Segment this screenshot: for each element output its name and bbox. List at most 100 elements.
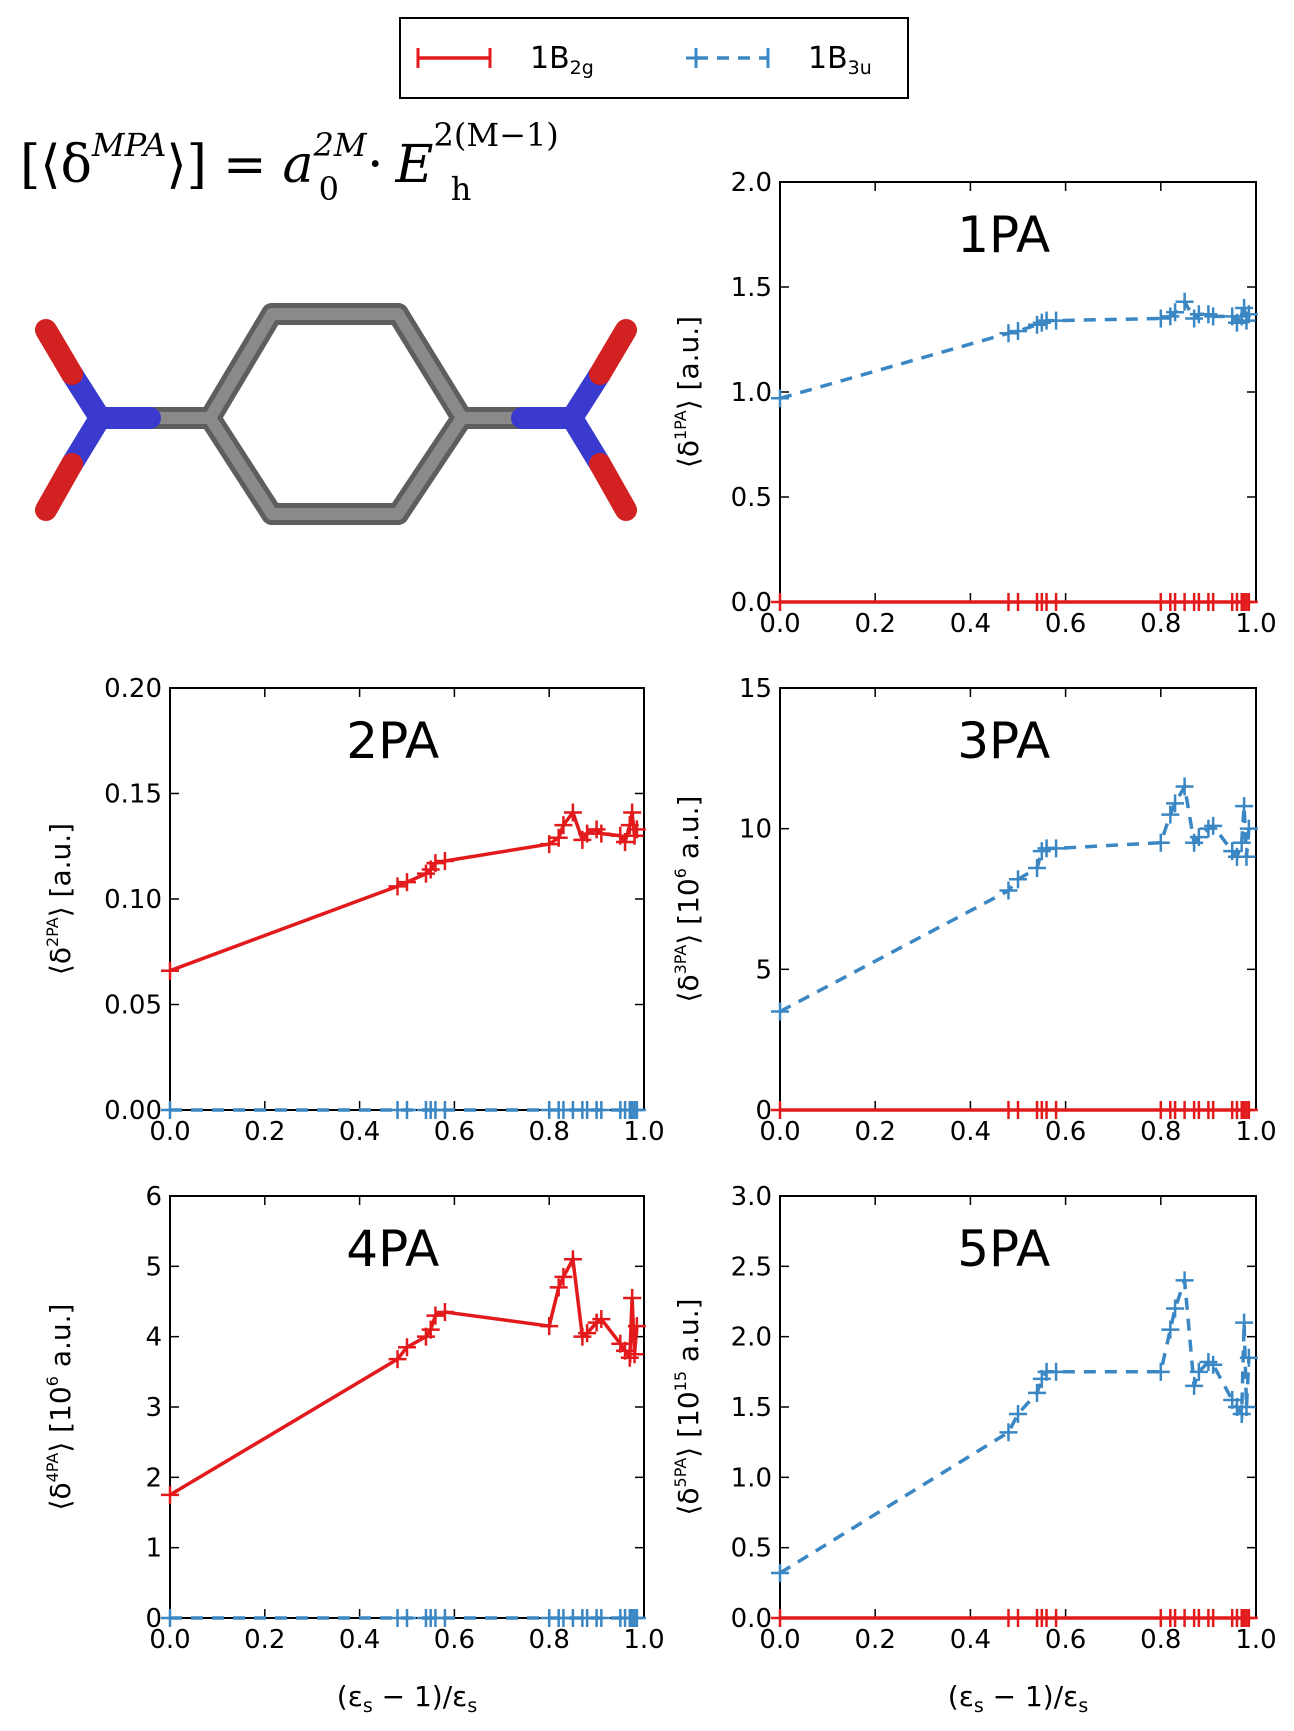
data-point <box>435 1303 454 1322</box>
data-point <box>554 1267 573 1286</box>
data-point <box>1239 593 1258 611</box>
x-axis-label: (εs − 1)/εs <box>948 1680 1088 1717</box>
data-point <box>435 1609 454 1627</box>
data-point <box>563 1250 582 1269</box>
x-tick-label: 0.6 <box>1045 1117 1086 1147</box>
data-point <box>1237 847 1256 866</box>
data-point <box>771 389 789 408</box>
data-point <box>625 1345 644 1364</box>
data-point <box>592 824 611 843</box>
data-point <box>161 1609 179 1627</box>
data-point <box>1151 309 1170 328</box>
data-point <box>416 864 435 883</box>
panel-title: 5PA <box>957 1220 1050 1278</box>
y-tick-label: 5 <box>145 1252 162 1282</box>
y-tick-label: 2.0 <box>731 168 772 198</box>
data-point <box>587 1313 606 1332</box>
data-point <box>1235 797 1254 816</box>
data-point <box>999 881 1018 900</box>
plot-area <box>169 687 645 1111</box>
data-point <box>616 833 635 852</box>
x-tick-label: 0.8 <box>1140 1625 1181 1655</box>
x-tick-label: 0.6 <box>1045 609 1086 639</box>
y-tick-label: 3 <box>145 1393 162 1423</box>
y-tick-label: 0.15 <box>104 780 162 810</box>
y-axis-label: ⟨δ3PA⟩ [106 a.u.] <box>671 796 705 1003</box>
x-tick-label: 0.6 <box>1045 1625 1086 1655</box>
data-point <box>540 835 559 854</box>
data-point <box>592 1101 611 1119</box>
data-point <box>1175 1271 1194 1290</box>
legend-entry-1b3u: 1B3u <box>686 41 872 79</box>
y-tick-label: 1.5 <box>731 273 772 303</box>
x-tick-label: 0.2 <box>244 1117 285 1147</box>
x-tick-label: 0.8 <box>529 1625 570 1655</box>
data-point <box>627 1609 646 1627</box>
data-point <box>1151 833 1170 852</box>
panel-title: 2PA <box>346 712 439 770</box>
plot-area <box>169 1195 645 1619</box>
legend-entry-1b2g: 1B2g <box>416 41 594 79</box>
y-tick-label: 2.5 <box>731 1252 772 1282</box>
panel-3pa: 0.0 0.2 0.4 0.6 0.8 1.0 0 5 10 15 3PA ⟨δ3PA⟩ [106 a… <box>671 674 1277 1147</box>
data-point <box>1237 1398 1256 1416</box>
data-point <box>1166 794 1185 813</box>
x-tick-label: 1.0 <box>1235 1117 1276 1147</box>
data-point <box>592 1609 611 1627</box>
x-tick-label: 0.2 <box>244 1625 285 1655</box>
data-point <box>563 803 582 822</box>
data-point <box>1009 1405 1027 1424</box>
y-tick-label: 0.10 <box>104 885 162 915</box>
data-point <box>554 816 573 835</box>
data-point <box>1189 828 1208 847</box>
y-tick-label: 0 <box>145 1604 162 1634</box>
x-tick-label: 0.2 <box>855 1625 896 1655</box>
data-point <box>1204 816 1223 835</box>
data-point <box>1239 819 1258 838</box>
x-tick-label: 0.0 <box>149 1117 190 1147</box>
y-tick-label: 2.0 <box>731 1323 772 1353</box>
panel-2pa: 0.0 0.2 0.4 0.6 0.8 1.0 0.00 0.05 0.10 0.15 0.20 2P… <box>43 674 665 1147</box>
x-tick-label: 0.6 <box>434 1117 475 1147</box>
data-point <box>426 1306 445 1325</box>
data-point <box>435 852 454 871</box>
y-axis-label: ⟨δ2PA⟩ [a.u.] <box>43 823 77 975</box>
data-point <box>1161 1320 1180 1339</box>
data-point <box>771 1609 789 1627</box>
data-point <box>161 1485 179 1504</box>
x-tick-label: 1.0 <box>1235 1625 1276 1655</box>
y-tick-label: 0.0 <box>731 588 772 618</box>
x-tick-label: 0.0 <box>759 1625 800 1655</box>
x-axis-label: (εs − 1)/εs <box>337 1680 477 1717</box>
unit-formula: [⟨δMPA⟩] = a2M 0 · E2(M−1) h <box>20 116 559 208</box>
data-point <box>999 324 1018 343</box>
x-tick-label: 0.8 <box>1140 1117 1181 1147</box>
y-tick-label: 1.0 <box>731 378 772 408</box>
y-axis-label: ⟨δ4PA⟩ [106 a.u.] <box>43 1304 77 1511</box>
data-point <box>398 1101 416 1119</box>
data-point <box>1047 1101 1066 1119</box>
data-point <box>1239 1609 1258 1627</box>
data-point <box>1204 1101 1223 1119</box>
data-point <box>398 1609 416 1627</box>
data-point <box>1028 859 1047 878</box>
data-point <box>578 1324 597 1343</box>
data-point <box>1166 303 1185 322</box>
x-tick-label: 0.2 <box>855 1117 896 1147</box>
x-tick-label: 0.4 <box>339 1625 380 1655</box>
data-point <box>398 1338 416 1357</box>
legend: 1B2g 1B3u <box>399 17 909 99</box>
data-point <box>398 873 416 892</box>
x-tick-label: 0.4 <box>339 1117 380 1147</box>
data-point <box>627 820 646 839</box>
x-tick-label: 0.0 <box>149 1625 190 1655</box>
panel-title: 4PA <box>346 1220 439 1278</box>
panel-1pa: 0.0 0.2 0.4 0.6 0.8 1.0 0.0 0.5 1.0 1.5 2.0 1PA ⟨δ1P… <box>671 168 1277 639</box>
x-tick-label: 0.6 <box>434 1625 475 1655</box>
data-point <box>161 961 179 980</box>
x-tick-label: 0.4 <box>950 1625 991 1655</box>
y-tick-label: 1.0 <box>731 1463 772 1493</box>
x-tick-label: 0.4 <box>950 1117 991 1147</box>
data-point <box>1166 1299 1185 1318</box>
data-point <box>771 1101 789 1119</box>
